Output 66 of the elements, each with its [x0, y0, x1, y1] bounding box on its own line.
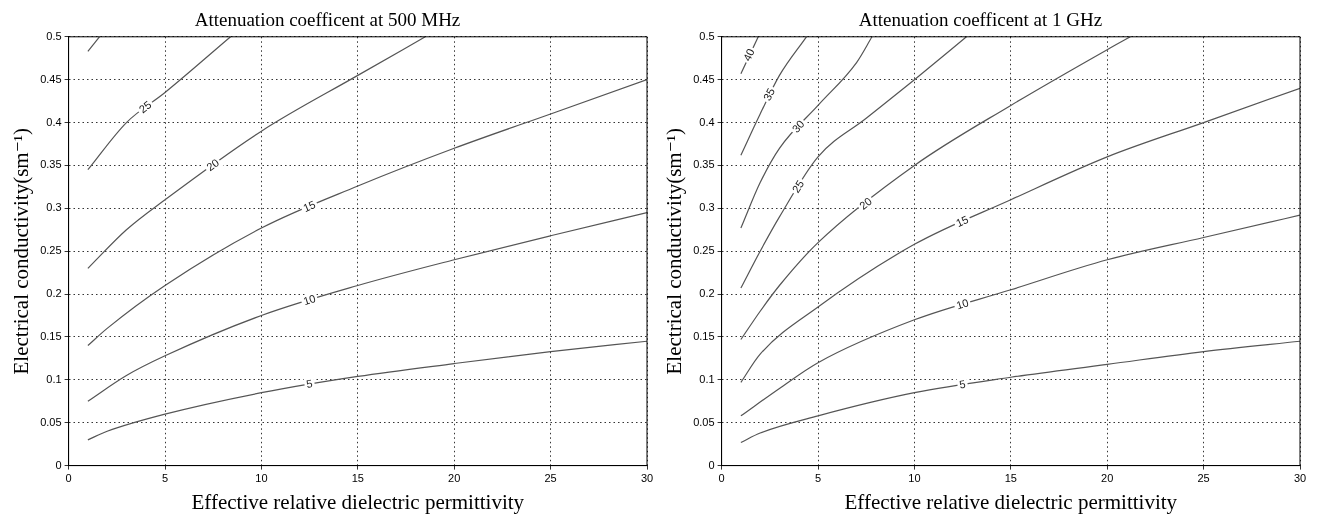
- y-tick-label: 0.4: [46, 115, 62, 128]
- y-tick-label: 0.35: [40, 158, 62, 171]
- text: 20: [857, 194, 875, 212]
- text: 5: [958, 377, 967, 391]
- line-series: [740, 36, 873, 229]
- line-series: [740, 36, 808, 156]
- x-tick-label: 0: [718, 472, 725, 485]
- line-series: [740, 36, 968, 289]
- y-tick-label: 0.45: [693, 72, 715, 85]
- y-tick-label: 0.5: [46, 29, 62, 42]
- x-tick-label: 15: [1004, 472, 1017, 485]
- text: 40: [740, 46, 757, 63]
- text: 20: [204, 156, 222, 174]
- y-tick-label: 0.3: [46, 201, 62, 214]
- text: 15: [954, 213, 971, 230]
- y-tick-label: 0: [708, 458, 715, 471]
- y-tick-label: 0.1: [46, 372, 62, 385]
- chart-title: Attenuation coefficent at 1 GHz: [858, 9, 1103, 31]
- x-tick-label: 20: [1101, 472, 1114, 485]
- text: 30: [789, 117, 807, 135]
- y-axis-title: Electrical conductivity(sm⁻¹): [662, 127, 687, 375]
- y-axis-title: Electrical conductivity(sm⁻¹): [9, 127, 34, 375]
- x-tick-label: 0: [65, 472, 72, 485]
- text: 15: [301, 198, 318, 215]
- line-series: [740, 36, 1131, 341]
- y-tick-label: 0.25: [40, 244, 62, 257]
- text: 25: [136, 98, 154, 116]
- y-tick-label: 0.2: [699, 287, 715, 300]
- x-axis-title: Effective relative dielectric permittivity: [844, 489, 1178, 514]
- y-tick-label: 0.1: [699, 372, 715, 385]
- y-tick-label: 0.25: [693, 244, 715, 257]
- chart-title: Attenuation coefficent at 500 MHz: [194, 9, 461, 31]
- x-tick-label: 30: [1293, 472, 1307, 485]
- x-tick-label: 5: [814, 472, 822, 485]
- y-tick-label: 0.15: [693, 329, 715, 342]
- x-axis-title: Effective relative dielectric permittivity: [191, 489, 525, 514]
- x-tick-label: 5: [161, 472, 169, 485]
- x-tick-label: 25: [544, 472, 557, 485]
- line-series: [87, 340, 647, 441]
- y-tick-label: 0.3: [699, 201, 715, 214]
- x-tick-label: 15: [351, 472, 364, 485]
- y-tick-label: 0.35: [693, 158, 715, 171]
- y-tick-label: 0.05: [693, 415, 715, 428]
- y-tick-label: 0: [55, 458, 62, 471]
- line-series: [740, 214, 1300, 417]
- x-tick-label: 20: [448, 472, 461, 485]
- y-tick-label: 0.45: [40, 72, 62, 85]
- y-tick-label: 0.15: [40, 329, 62, 342]
- x-tick-label: 30: [640, 472, 654, 485]
- text: 10: [954, 296, 970, 312]
- line-series: [87, 36, 232, 171]
- text: 5: [305, 377, 314, 391]
- x-tick-label: 25: [1197, 472, 1210, 485]
- line-series: [87, 212, 647, 402]
- x-tick-label: 10: [255, 472, 268, 485]
- line-series: [87, 79, 647, 347]
- line-series: [740, 340, 1300, 444]
- text: 25: [789, 177, 807, 195]
- y-tick-label: 0.05: [40, 415, 62, 428]
- y-tick-label: 0.4: [699, 115, 715, 128]
- line-series: [87, 36, 426, 269]
- x-tick-label: 10: [908, 472, 921, 485]
- y-tick-label: 0.5: [699, 29, 715, 42]
- text: 35: [760, 86, 778, 103]
- y-tick-label: 0.2: [46, 287, 62, 300]
- text: 10: [301, 292, 317, 308]
